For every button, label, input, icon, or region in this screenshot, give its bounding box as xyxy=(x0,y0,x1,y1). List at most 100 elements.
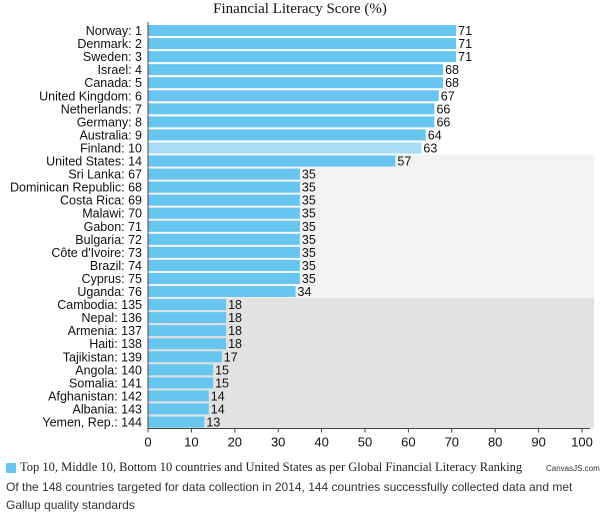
data-label: 15 xyxy=(215,363,229,377)
bar[interactable] xyxy=(148,103,435,115)
data-label: 71 xyxy=(458,24,472,38)
bar[interactable] xyxy=(148,364,214,376)
x-tick-label: 80 xyxy=(488,435,502,450)
bar[interactable] xyxy=(148,233,300,245)
bar[interactable] xyxy=(148,64,444,76)
bar[interactable] xyxy=(148,312,227,324)
x-tick-label: 30 xyxy=(271,435,285,450)
data-label: 18 xyxy=(228,324,242,338)
data-label: 14 xyxy=(211,402,225,416)
category-label: Israel: 4 xyxy=(98,63,143,77)
data-label: 18 xyxy=(228,337,242,351)
category-label: Dominican Republic: 68 xyxy=(10,181,142,195)
bar[interactable] xyxy=(148,272,300,284)
category-label: Denmark: 2 xyxy=(77,37,142,51)
category-label: United States: 14 xyxy=(46,155,142,169)
category-label: Cyprus: 75 xyxy=(82,272,142,286)
data-label: 57 xyxy=(397,155,411,169)
category-label: Germany: 8 xyxy=(77,115,142,129)
data-label: 18 xyxy=(228,298,242,312)
bar[interactable] xyxy=(148,207,300,219)
bar[interactable] xyxy=(148,181,300,193)
data-label: 66 xyxy=(436,115,450,129)
category-label: Angola: 140 xyxy=(75,363,142,377)
data-label: 71 xyxy=(458,37,472,51)
category-label: Sri Lanka: 67 xyxy=(68,168,142,182)
category-label: United Kingdom: 6 xyxy=(39,89,142,103)
data-label: 13 xyxy=(206,416,220,430)
bar[interactable] xyxy=(148,325,227,337)
bar[interactable] xyxy=(148,155,396,167)
x-tick-label: 10 xyxy=(184,435,198,450)
data-label: 35 xyxy=(302,272,316,286)
bar[interactable] xyxy=(148,77,444,89)
bar[interactable] xyxy=(148,416,205,428)
bar[interactable] xyxy=(148,142,422,154)
category-label: Cambodia: 135 xyxy=(57,298,142,312)
data-label: 35 xyxy=(302,194,316,208)
chart-subtitle: Of the 148 countries targeted for data c… xyxy=(6,480,573,512)
canvasjs-credit-link[interactable]: CanvasJS.com xyxy=(546,464,600,473)
bar[interactable] xyxy=(148,403,209,415)
category-label: Gabon: 71 xyxy=(84,220,142,234)
chart-title: Financial Literacy Score (%) xyxy=(213,1,387,17)
category-label: Finland: 10 xyxy=(80,141,142,155)
category-label: Côte d'Ivoire: 73 xyxy=(51,246,142,260)
data-label: 35 xyxy=(302,233,316,247)
category-label: Tajikistan: 139 xyxy=(63,350,142,364)
data-label: 17 xyxy=(224,350,238,364)
category-label: Nepal: 136 xyxy=(82,311,143,325)
data-label: 64 xyxy=(428,128,442,142)
data-label: 15 xyxy=(215,376,229,390)
category-label: Malawi: 70 xyxy=(82,207,142,221)
data-label: 68 xyxy=(445,63,459,77)
x-tick-label: 20 xyxy=(228,435,242,450)
category-label: Uganda: 76 xyxy=(77,285,142,299)
bar[interactable] xyxy=(148,246,300,258)
bar[interactable] xyxy=(148,390,209,402)
category-label: Afghanistan: 142 xyxy=(48,389,142,403)
legend[interactable]: Top 10, Middle 10, Bottom 10 countries a… xyxy=(6,460,522,475)
bar[interactable] xyxy=(148,220,300,232)
legend-swatch xyxy=(6,462,16,473)
data-label: 18 xyxy=(228,311,242,325)
x-tick-label: 50 xyxy=(358,435,372,450)
data-label: 14 xyxy=(211,389,225,403)
category-label: Netherlands: 7 xyxy=(61,102,142,116)
bar[interactable] xyxy=(148,351,222,363)
bar[interactable] xyxy=(148,338,227,350)
category-label: Yemen, Rep.: 144 xyxy=(42,416,142,430)
data-label: 71 xyxy=(458,50,472,64)
data-label: 68 xyxy=(445,76,459,90)
category-label: Bulgaria: 72 xyxy=(75,233,142,247)
bar[interactable] xyxy=(148,129,426,141)
x-tick-label: 100 xyxy=(571,435,593,450)
category-label: Armenia: 137 xyxy=(68,324,142,338)
data-label: 34 xyxy=(298,285,312,299)
legend-label: Top 10, Middle 10, Bottom 10 countries a… xyxy=(20,460,523,474)
bar[interactable] xyxy=(148,194,300,206)
category-label: Albania: 143 xyxy=(72,402,142,416)
bar[interactable] xyxy=(148,25,457,37)
data-label: 63 xyxy=(423,141,437,155)
bar[interactable] xyxy=(148,116,435,128)
bar[interactable] xyxy=(148,377,214,389)
bar[interactable] xyxy=(148,299,227,311)
bar[interactable] xyxy=(148,90,439,102)
data-label: 35 xyxy=(302,168,316,182)
data-label: 67 xyxy=(441,89,455,103)
category-label: Canada: 5 xyxy=(84,76,142,90)
bar[interactable] xyxy=(148,259,300,271)
x-tick-label: 40 xyxy=(314,435,328,450)
bar[interactable] xyxy=(148,286,296,298)
x-tick-label: 70 xyxy=(445,435,459,450)
data-label: 35 xyxy=(302,207,316,221)
data-label: 35 xyxy=(302,259,316,273)
bar[interactable] xyxy=(148,168,300,180)
data-label: 35 xyxy=(302,181,316,195)
bar[interactable] xyxy=(148,51,457,63)
x-tick-label: 90 xyxy=(531,435,545,450)
data-label: 35 xyxy=(302,220,316,234)
category-label: Brazil: 74 xyxy=(90,259,142,273)
bar[interactable] xyxy=(148,38,457,50)
